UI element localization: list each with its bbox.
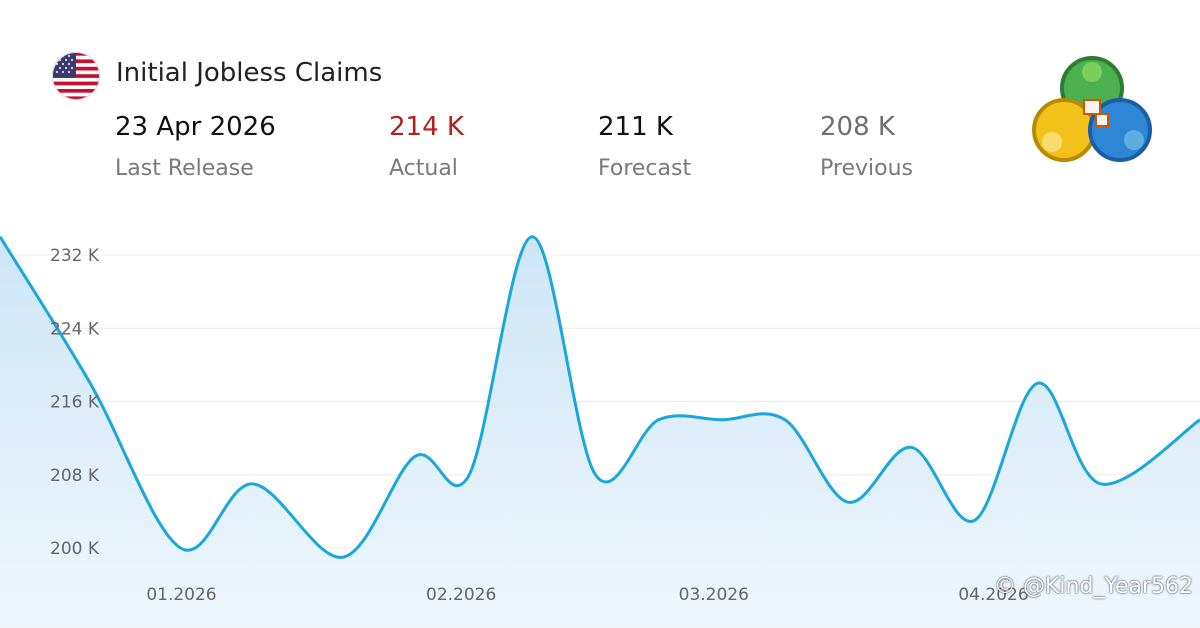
stat-actual: 214 K Actual bbox=[389, 112, 464, 181]
x-tick-label: 01.2026 bbox=[146, 585, 216, 605]
x-axis-ticks: 01.2026 02.2026 03.2026 04.2026 bbox=[146, 585, 1028, 605]
y-tick-label: 200 K bbox=[50, 539, 100, 559]
actual-value: 214 K bbox=[389, 112, 464, 142]
forecast-label: Forecast bbox=[598, 156, 692, 181]
y-tick-label: 216 K bbox=[50, 393, 100, 413]
y-tick-label: 224 K bbox=[50, 319, 100, 339]
forecast-value: 211 K bbox=[598, 112, 673, 142]
y-axis-ticks: 200 K 208 K 216 K 224 K 232 K bbox=[50, 246, 100, 559]
watermark: © @Kind_Year562 bbox=[994, 574, 1194, 599]
actual-label: Actual bbox=[389, 156, 458, 181]
x-tick-label: 03.2026 bbox=[679, 585, 749, 605]
x-tick-label: 04.2026 bbox=[958, 585, 1028, 605]
series-line bbox=[0, 235, 1200, 559]
stat-forecast: 211 K Forecast bbox=[598, 112, 691, 181]
stat-last-release: 23 Apr 2026 Last Release bbox=[115, 112, 276, 181]
us-flag-icon bbox=[52, 52, 100, 100]
last-release-label: Last Release bbox=[115, 156, 254, 181]
y-tick-label: 208 K bbox=[50, 466, 100, 486]
metatrader-logo-icon bbox=[1032, 56, 1152, 162]
page-title: Initial Jobless Claims bbox=[116, 58, 383, 88]
previous-label: Previous bbox=[820, 156, 913, 181]
last-release-value: 23 Apr 2026 bbox=[115, 112, 276, 142]
stat-previous: 208 K Previous bbox=[820, 112, 913, 181]
previous-value: 208 K bbox=[820, 112, 895, 142]
series-area bbox=[0, 236, 1200, 628]
x-tick-label: 02.2026 bbox=[426, 585, 496, 605]
y-tick-label: 232 K bbox=[50, 246, 100, 266]
